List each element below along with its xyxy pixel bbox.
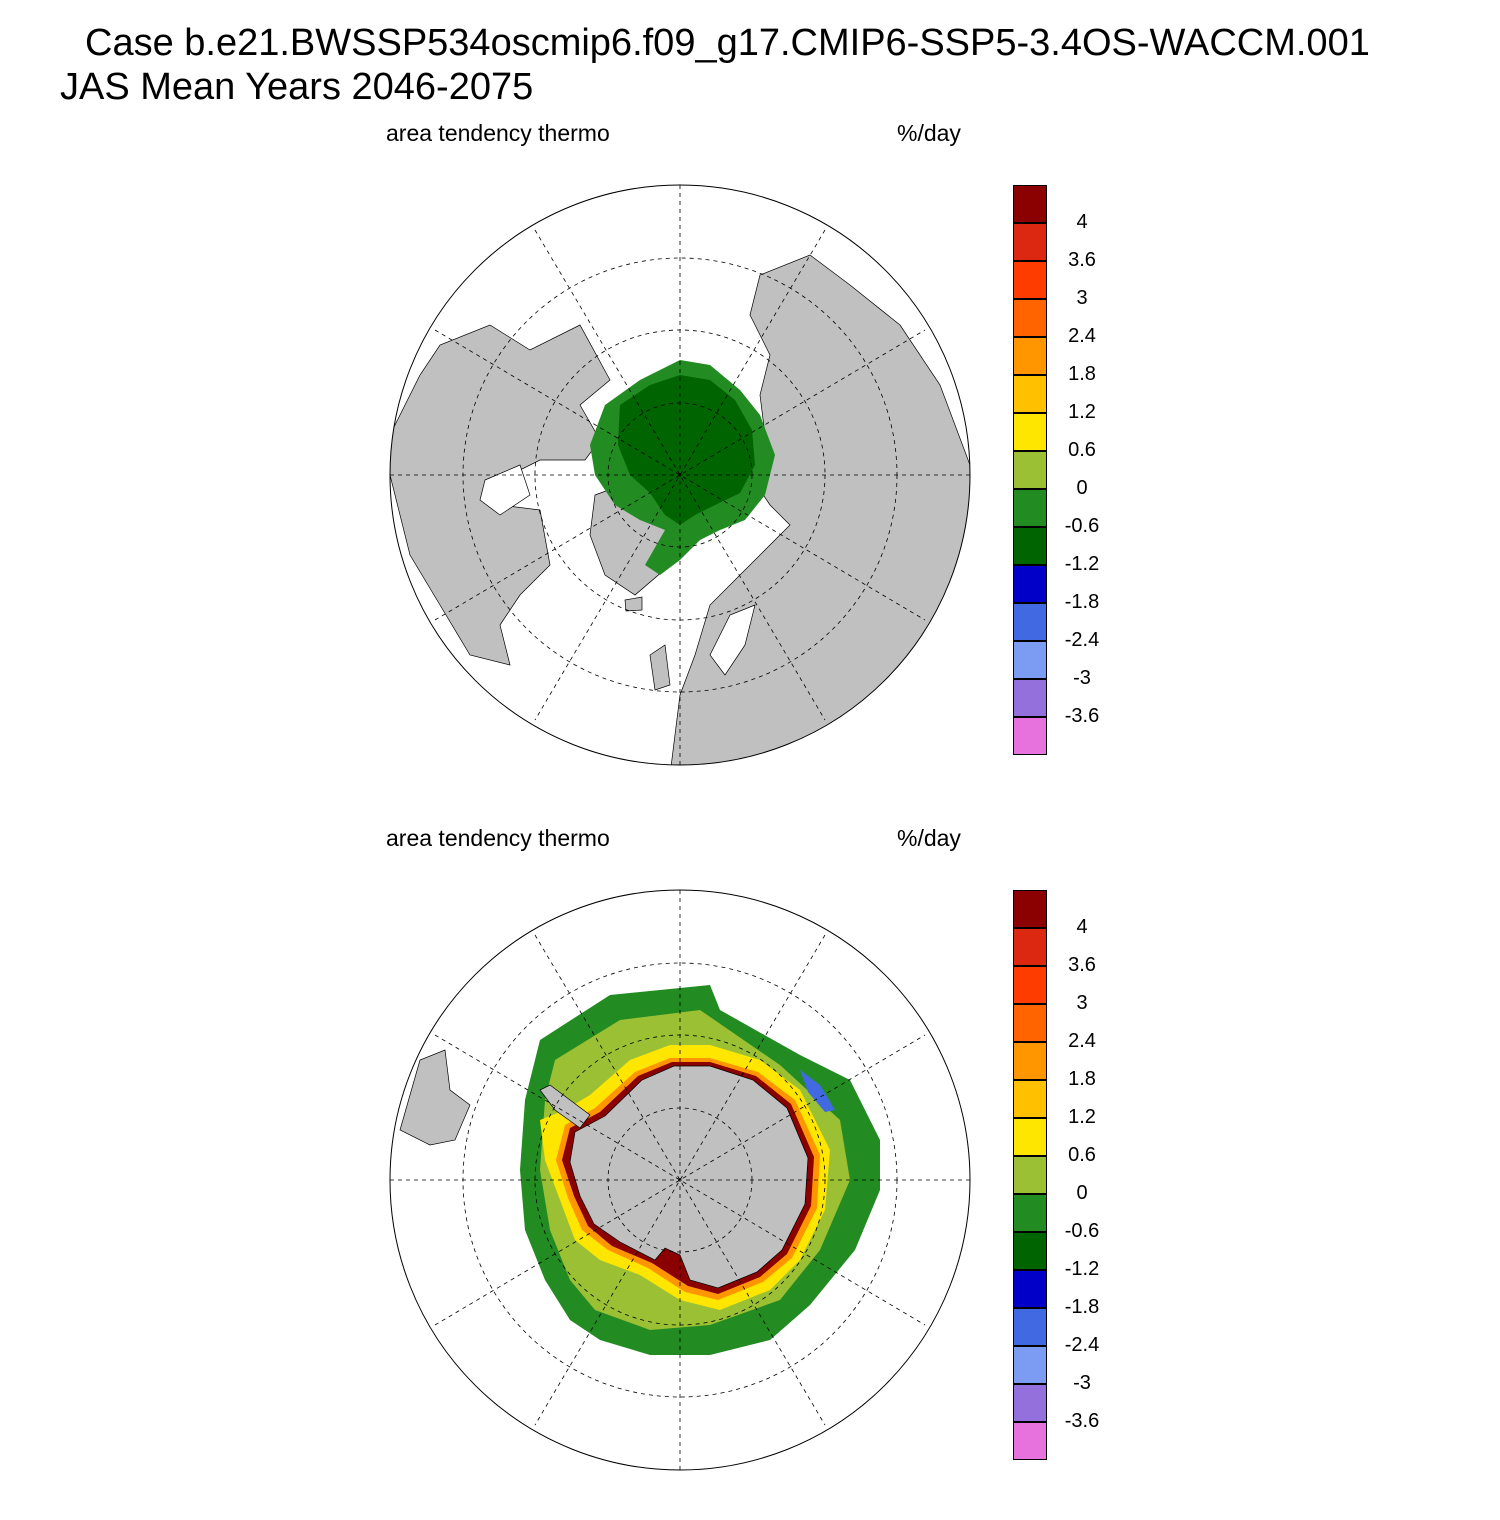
colorbar-tick-label: -2.4 [1064,629,1100,651]
colorbar-tick-label: 1.8 [1068,363,1096,385]
colorbar-swatch [1013,451,1047,489]
colorbar-swatch [1013,641,1047,679]
colorbar-tick-label: -1.8 [1064,591,1100,613]
colorbar-swatch [1013,1194,1047,1232]
colorbar-swatch [1013,1118,1047,1156]
colorbar-tick-label: 0 [1076,1182,1088,1204]
colorbar-swatch [1013,928,1047,966]
colorbar-tick-label: -0.6 [1064,1220,1100,1242]
colorbar-tick-label: 3.6 [1068,249,1096,271]
panel-units-label: %/day [897,120,961,146]
colorbar-swatch [1013,565,1047,603]
colorbar-swatch [1013,1156,1047,1194]
colorbar-tick-label: 2.4 [1068,1030,1096,1052]
colorbar-swatch [1013,261,1047,299]
colorbar-swatch [1013,413,1047,451]
colorbar-swatch [1013,337,1047,375]
colorbar-swatch [1013,966,1047,1004]
colorbar-swatch [1013,890,1047,928]
north-polar-map [389,184,971,766]
colorbar-tick-label: 4 [1076,916,1088,938]
colorbar-swatch [1013,1346,1047,1384]
colorbar-swatch [1013,1270,1047,1308]
colorbar-tick-label: 0 [1076,477,1088,499]
colorbar-swatch [1013,717,1047,755]
panel-variable-label: area tendency thermo [386,120,610,146]
colorbar-swatch [1013,489,1047,527]
colorbar-tick-label: 0.6 [1068,439,1096,461]
colorbar-tick-label: 3.6 [1068,954,1096,976]
colorbar-swatch [1013,223,1047,261]
colorbar-tick-label: -3.6 [1064,705,1100,727]
colorbar-swatch [1013,1042,1047,1080]
colorbar-tick-label: -0.6 [1064,515,1100,537]
colorbar [1013,890,1049,1460]
panel-units-label: %/day [897,825,961,851]
colorbar [1013,185,1049,755]
colorbar-swatch [1013,299,1047,337]
colorbar-swatch [1013,1004,1047,1042]
colorbar-swatch [1013,1308,1047,1346]
colorbar-swatch [1013,185,1047,223]
figure-title-period: JAS Mean Years 2046-2075 [60,66,534,108]
colorbar-swatch [1013,1384,1047,1422]
colorbar-swatch [1013,603,1047,641]
colorbar-swatch [1013,375,1047,413]
panel-north: area tendency thermo %/day [0,110,1500,815]
colorbar-tick-label: -1.8 [1064,1296,1100,1318]
colorbar-tick-label: 1.8 [1068,1068,1096,1090]
south-polar-map [389,889,971,1471]
landmass-antarctica [569,1065,809,1289]
colorbar-tick-label: -3 [1073,1372,1091,1394]
sea-ice-dark-core [618,375,755,525]
colorbar-swatch [1013,527,1047,565]
colorbar-tick-label: -3 [1073,667,1091,689]
colorbar-tick-label: 4 [1076,211,1088,233]
colorbar-tick-label: 1.2 [1068,401,1096,423]
colorbar-swatch [1013,1080,1047,1118]
colorbar-tick-label: 0.6 [1068,1144,1096,1166]
landmass-south-america [399,1049,471,1146]
panel-south: area tendency thermo %/day [0,815,1500,1520]
colorbar-tick-label: 1.2 [1068,1106,1096,1128]
colorbar-swatch [1013,679,1047,717]
colorbar-tick-label: 3 [1076,992,1088,1014]
colorbar-tick-label: 3 [1076,287,1088,309]
panel-variable-label: area tendency thermo [386,825,610,851]
colorbar-tick-label: -2.4 [1064,1334,1100,1356]
colorbar-swatch [1013,1422,1047,1460]
figure-title-case: Case b.e21.BWSSP534oscmip6.f09_g17.CMIP6… [85,22,1370,64]
colorbar-tick-label: -1.2 [1064,553,1100,575]
colorbar-tick-label: -3.6 [1064,1410,1100,1432]
colorbar-tick-label: 2.4 [1068,325,1096,347]
colorbar-tick-label: -1.2 [1064,1258,1100,1280]
colorbar-swatch [1013,1232,1047,1270]
